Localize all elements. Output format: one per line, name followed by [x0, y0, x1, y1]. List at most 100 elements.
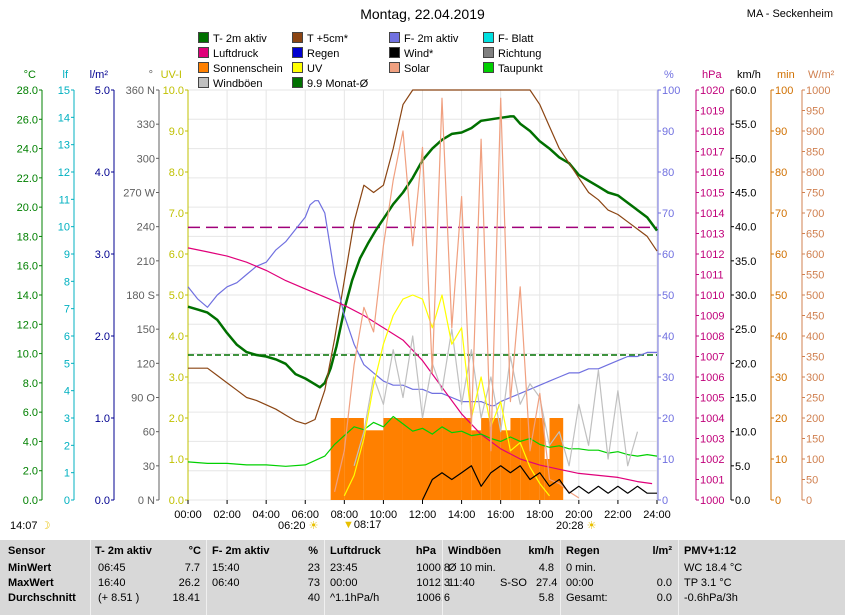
axis-tick-label-lf: 14 [58, 112, 70, 124]
axis-tick-label-press: 1005 [700, 393, 724, 405]
table-divider [678, 540, 679, 615]
table-header: PMV+1:12 [684, 545, 737, 557]
legend-swatch [389, 47, 400, 58]
axis-tick-label-uv: 0.0 [169, 495, 184, 507]
table-cell: 1012.3 [416, 577, 450, 589]
axis-tick-label-dir: 240 [137, 222, 155, 234]
axis-tick-label-lf: 6 [64, 331, 70, 343]
axis-tick-label-press: 1017 [700, 147, 724, 159]
legend-swatch [292, 62, 303, 73]
table-cell: 18.41 [172, 592, 200, 604]
series-solar [334, 97, 580, 499]
axis-tick-label-press: 1019 [700, 106, 724, 118]
legend-swatch [198, 47, 209, 58]
sunshine-bar [363, 430, 384, 500]
table-divider [442, 540, 443, 615]
axis-tick-label-min: 40 [775, 331, 787, 343]
axis-tick-label-solar: 350 [806, 352, 824, 364]
axis-tick-label-uv: 7.0 [169, 208, 184, 220]
axis-tick-label-solar: 100 [806, 454, 824, 466]
axis-tick-label-temp: 14.0 [17, 290, 38, 302]
legend-swatch [389, 62, 400, 73]
legend-item: Sonnenschein [198, 62, 283, 77]
axis-tick-label-rain: 4.0 [95, 167, 110, 179]
axis-tick-label-solar: 750 [806, 188, 824, 200]
sunshine-bar [520, 418, 530, 500]
axis-unit-lf: lf [63, 69, 69, 81]
table-cell: MaxWert [8, 577, 54, 589]
legend-label: Taupunkt [498, 63, 543, 75]
legend-swatch [198, 77, 209, 88]
axis-tick-label-wind: 30.0 [735, 290, 756, 302]
axis-tick-label-temp: 12.0 [17, 319, 38, 331]
legend-swatch [483, 32, 494, 43]
axis-tick-label-solar: 950 [806, 106, 824, 118]
axis-tick-label-solar: 300 [806, 372, 824, 384]
axis-tick-label-solar: 50 [806, 475, 818, 487]
table-cell: 1000.8 [416, 562, 450, 574]
axis-tick-label-temp: 22.0 [17, 173, 38, 185]
axis-tick-label-press: 1010 [700, 290, 724, 302]
axis-tick-label-solar: 500 [806, 290, 824, 302]
axis-tick-label-solar: 600 [806, 249, 824, 261]
legend-label: Luftdruck [213, 48, 259, 60]
table-divider [560, 540, 561, 615]
axis-tick-label-lf: 1 [64, 468, 70, 480]
axis-tick-label-press: 1012 [700, 249, 724, 261]
table-cell: Durchschnitt [8, 592, 76, 604]
table-cell: S-SO [500, 577, 527, 589]
axis-tick-label-press: 1004 [700, 413, 724, 425]
table-divider [206, 540, 207, 615]
legend-item: Luftdruck [198, 47, 258, 62]
sunshine-bar [402, 418, 423, 500]
axis-tick-label-hum: 20 [662, 413, 674, 425]
axis-tick-label-press: 1000 [700, 495, 724, 507]
axis-tick-label-press: 1020 [700, 85, 724, 97]
axis-tick-label-dir: 60 [143, 427, 155, 439]
x-tick-label: 02:00 [213, 509, 241, 521]
axis-tick-label-uv: 9.0 [169, 126, 184, 138]
legend-item: Solar [389, 62, 430, 77]
axis-tick-label-lf: 9 [64, 249, 70, 261]
sunshine-bar [461, 418, 472, 500]
axis-tick-label-wind: 45.0 [735, 188, 756, 200]
axis-tick-label-hum: 90 [662, 126, 674, 138]
legend-swatch [292, 77, 303, 88]
axis-tick-label-wind: 50.0 [735, 153, 756, 165]
axis-tick-label-dir: 30 [143, 461, 155, 473]
axis-tick-label-hum: 10 [662, 454, 674, 466]
table-divider [90, 540, 91, 615]
axis-tick-label-uv: 8.0 [169, 167, 184, 179]
table-cell: 11:40 [448, 577, 475, 589]
axis-tick-label-temp: 6.0 [23, 407, 38, 419]
axis-tick-label-wind: 0.0 [735, 495, 750, 507]
axis-tick-label-temp: 20.0 [17, 202, 38, 214]
axis-tick-label-press: 1015 [700, 188, 724, 200]
axis-tick-label-temp: 4.0 [23, 436, 38, 448]
axis-tick-label-solar: 800 [806, 167, 824, 179]
legend-item: Richtung [483, 47, 541, 62]
axis-tick-label-wind: 35.0 [735, 256, 756, 268]
table-cell: 23:45 [330, 562, 358, 574]
axis-tick-label-uv: 4.0 [169, 331, 184, 343]
x-tick-label: 18:00 [526, 509, 554, 521]
sunshine-bar [471, 430, 482, 500]
axis-tick-label-temp: 24.0 [17, 144, 38, 156]
legend-label: Wind* [404, 48, 434, 60]
legend-swatch [389, 32, 400, 43]
sunshine-bar [481, 418, 491, 500]
series-t-5cm- [188, 89, 658, 425]
axis-tick-label-uv: 1.0 [169, 454, 184, 466]
axis-tick-label-hum: 0 [662, 495, 668, 507]
axis-tick-label-hum: 50 [662, 290, 674, 302]
axis-tick-label-solar: 0 [806, 495, 812, 507]
table-header: Windböen km/h [448, 545, 554, 557]
legend-label: Richtung [498, 48, 542, 60]
legend-label: Solar [404, 63, 430, 75]
legend-item: Windböen [198, 77, 263, 92]
table-header: Regen l/m² [566, 545, 672, 557]
table-cell: ^1.1hPa/h [330, 592, 380, 604]
sunshine-bar [422, 418, 443, 500]
axis-tick-label-min: 0 [775, 495, 781, 507]
sunset-time: 20:28 ☀ [556, 520, 597, 532]
